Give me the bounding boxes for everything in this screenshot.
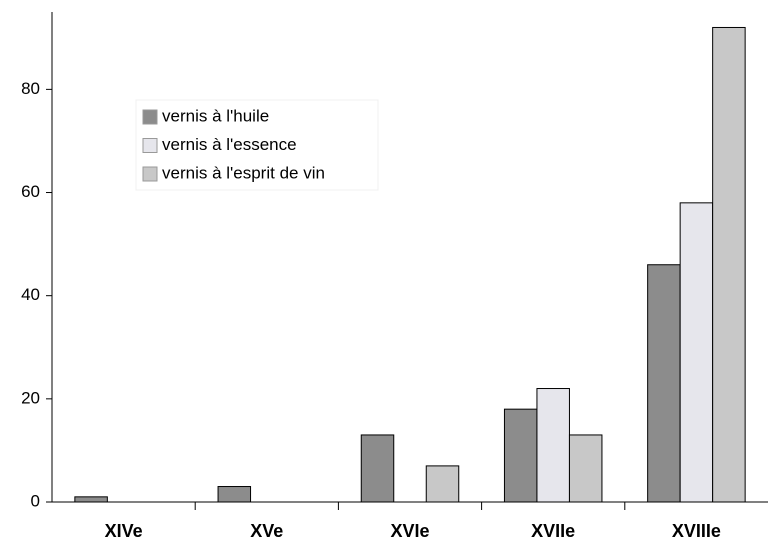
legend-label: vernis à l'huile <box>162 106 269 125</box>
legend-label: vernis à l'essence <box>162 135 297 154</box>
y-tick-label: 40 <box>21 285 40 304</box>
bar <box>74 496 108 503</box>
bar <box>647 264 681 503</box>
x-tick-label: XIVe <box>105 521 143 541</box>
y-tick-label: 20 <box>21 388 40 407</box>
bar <box>503 408 538 503</box>
x-tick-label: XVIe <box>390 521 429 541</box>
bar <box>679 202 714 503</box>
bar <box>217 486 252 503</box>
x-tick-label: XVe <box>250 521 283 541</box>
x-tick-label: XVIIIe <box>672 521 721 541</box>
y-tick-label: 0 <box>31 491 40 510</box>
legend-swatch <box>142 166 158 182</box>
bar <box>712 26 746 503</box>
bar <box>568 434 603 503</box>
bar <box>360 434 395 503</box>
bar <box>425 465 460 503</box>
legend-swatch <box>142 109 158 125</box>
y-tick-label: 60 <box>21 182 40 201</box>
x-tick-label: XVIIe <box>531 521 575 541</box>
legend-box <box>135 99 379 191</box>
y-tick-label: 80 <box>21 79 40 98</box>
bar <box>536 388 570 503</box>
legend-label: vernis à l'esprit de vin <box>162 163 325 182</box>
legend-swatch <box>142 138 158 153</box>
